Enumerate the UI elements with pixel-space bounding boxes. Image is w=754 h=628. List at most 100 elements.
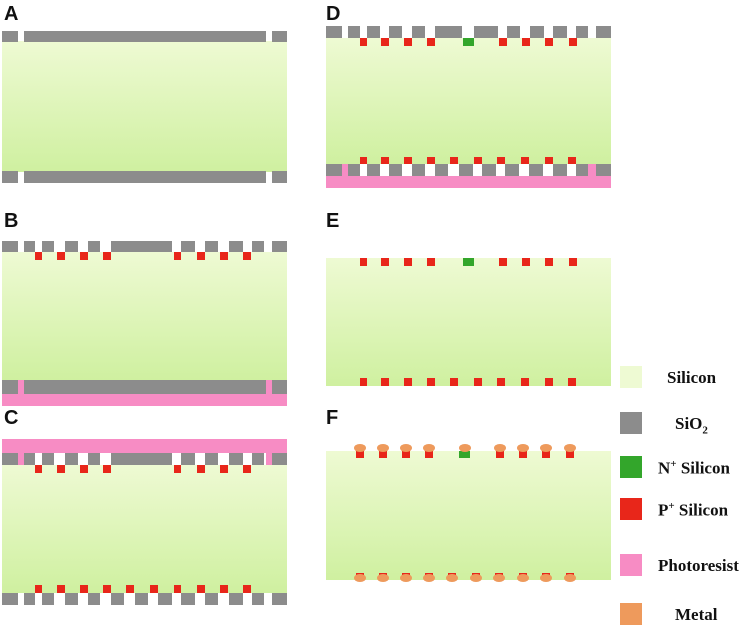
panel-d-top-oxide: [435, 26, 462, 38]
panel-e-p-plus-region: [404, 378, 412, 386]
panel-c-p-plus-region: [35, 585, 42, 593]
panel-label-f: F: [326, 407, 339, 429]
panel-c-p-plus-region: [220, 585, 228, 593]
panel-e-diagram: [326, 258, 611, 386]
legend-label-sio2: SiO2: [675, 414, 708, 437]
panel-b-top-oxide: [65, 241, 78, 252]
panel-f-metal-contact: [423, 574, 435, 582]
panel-e-p-plus-region: [427, 258, 435, 266]
panel-a-silicon-wafer: [2, 41, 287, 172]
panel-c-p-plus-region: [57, 465, 65, 473]
panel-d-bottom-oxide: [435, 164, 448, 176]
panel-d-top-oxide: [553, 26, 567, 38]
panel-f-metal-contact: [470, 574, 482, 582]
panel-c-p-plus-region: [150, 585, 158, 593]
panel-f-metal-contact: [354, 574, 366, 582]
panel-b-p-plus-region: [35, 252, 42, 260]
panel-d-bottom-oxide: [529, 164, 543, 176]
panel-c-top-oxide: [88, 453, 100, 465]
panel-d-bottom-oxide: [389, 164, 402, 176]
panel-c-bottom-oxide: [252, 593, 264, 605]
panel-f-p-plus-region: [425, 451, 433, 458]
panel-c-p-plus-region: [197, 585, 205, 593]
panel-b-top-oxide: [42, 241, 54, 252]
panel-c-p-plus-region: [220, 465, 228, 473]
panel-a-top-oxide: [24, 31, 266, 42]
panel-a-bottom-oxide: [272, 171, 287, 183]
panel-label-c: C: [4, 407, 19, 429]
panel-d-p-plus-region: [545, 38, 553, 46]
panel-f-p-plus-region: [496, 451, 504, 458]
panel-d-p-plus-region: [427, 157, 435, 164]
panel-e-p-plus-region: [381, 258, 389, 266]
panel-d-photoresist: [326, 176, 611, 188]
panel-f-metal-contact: [400, 444, 412, 452]
panel-c-top-oxide: [2, 453, 18, 465]
panel-d-top-oxide: [389, 26, 402, 38]
panel-a-diagram: [2, 31, 287, 183]
panel-d-p-plus-region: [381, 38, 389, 46]
panel-f-silicon-wafer: [326, 451, 611, 580]
panel-c-p-plus-region: [174, 465, 181, 473]
panel-d-p-plus-region: [404, 38, 412, 46]
panel-e-p-plus-region: [360, 258, 367, 266]
panel-c-p-plus-region: [174, 585, 181, 593]
legend-label-silicon: Silicon: [667, 368, 717, 387]
panel-b-p-plus-region: [80, 252, 88, 260]
panel-c-p-plus-region: [80, 465, 88, 473]
panel-c-p-plus-region: [57, 585, 65, 593]
panel-b-bottom-oxide: [24, 380, 266, 394]
legend-label-metal: Metal: [675, 605, 718, 624]
panel-c-diagram: [2, 439, 287, 605]
legend-swatch-silicon: [620, 366, 642, 388]
panel-d-n-plus-region: [463, 38, 474, 46]
panel-a-bottom-oxide: [2, 171, 18, 183]
panel-d-top-oxide: [367, 26, 380, 38]
panel-d-bottom-oxide: [553, 164, 567, 176]
panel-d-p-plus-region: [381, 157, 389, 164]
panel-d-p-plus-region: [360, 38, 367, 46]
legend-swatch-n-silicon: [620, 456, 642, 478]
panel-c-p-plus-region: [35, 465, 42, 473]
panel-f-metal-contact: [564, 444, 576, 452]
panel-d-bottom-oxide: [348, 164, 360, 176]
panel-d-top-oxide: [596, 26, 611, 38]
panel-f-metal-contact: [494, 444, 506, 452]
panel-d-p-plus-region: [569, 38, 577, 46]
panel-f-metal-contact: [564, 574, 576, 582]
panel-c-top-oxide: [205, 453, 218, 465]
panel-e-p-plus-region: [381, 378, 389, 386]
panel-e-p-plus-region: [360, 378, 367, 386]
panel-d-bottom-oxide: [576, 164, 588, 176]
panel-d-bottom-oxide: [505, 164, 519, 176]
panel-c-bottom-oxide: [158, 593, 172, 605]
panel-f-metal-contact: [517, 574, 529, 582]
panel-b-top-oxide: [205, 241, 218, 252]
panel-f-metal-contact: [459, 444, 471, 452]
panel-d-bottom-oxide: [326, 164, 342, 176]
panel-e-p-plus-region: [568, 378, 576, 386]
panel-d-photoresist: [342, 164, 348, 176]
panel-f-p-plus-region: [379, 451, 387, 458]
panel-c-top-oxide: [181, 453, 195, 465]
panel-c-bottom-oxide: [88, 593, 100, 605]
panel-c-bottom-oxide: [2, 593, 18, 605]
panel-f-metal-contact: [377, 574, 389, 582]
panel-c-top-oxide: [252, 453, 264, 465]
panel-b-p-plus-region: [103, 252, 111, 260]
panel-b-p-plus-region: [57, 252, 65, 260]
panel-d-photoresist: [588, 164, 596, 176]
panel-c-p-plus-region: [103, 465, 111, 473]
panel-e-p-plus-region: [499, 258, 507, 266]
panel-c-top-oxide: [229, 453, 243, 465]
panel-b-photoresist: [266, 380, 272, 394]
panel-c-bottom-oxide: [24, 593, 35, 605]
panel-b-top-oxide: [88, 241, 100, 252]
panel-f-diagram: [326, 444, 611, 582]
panel-d-p-plus-region: [497, 157, 505, 164]
legend-swatch-photoresist: [620, 554, 642, 576]
panel-f-metal-contact: [493, 574, 505, 582]
panel-c-top-oxide: [272, 453, 287, 465]
panel-b-silicon-wafer: [2, 252, 287, 380]
panel-label-b: B: [4, 210, 19, 232]
